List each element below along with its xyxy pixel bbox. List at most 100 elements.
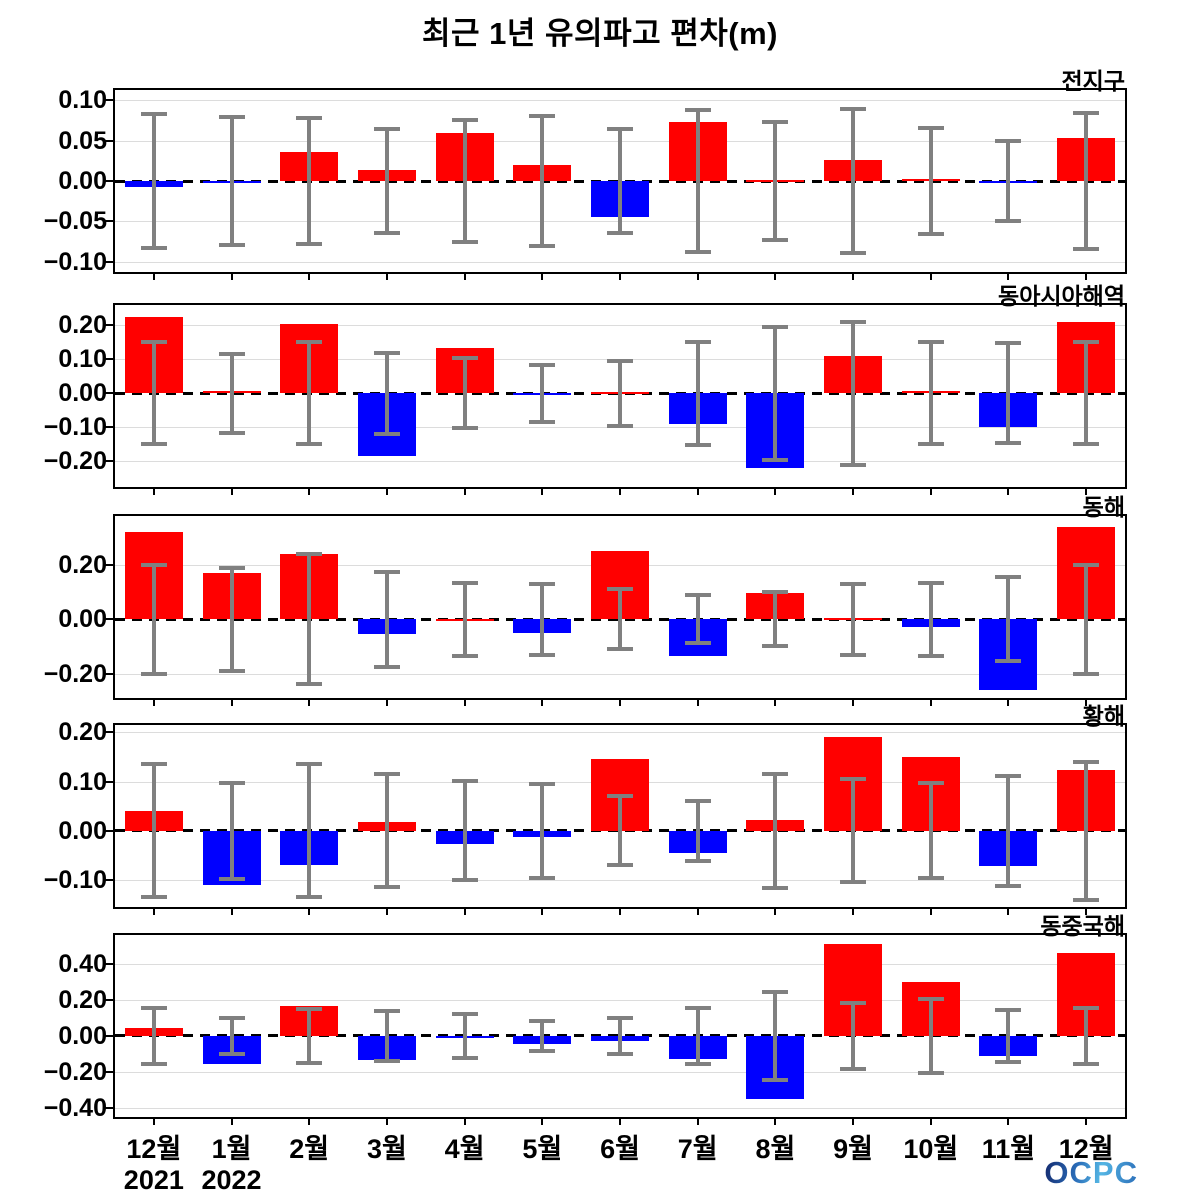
error-bar-cap bbox=[840, 251, 867, 256]
error-bar-cap bbox=[296, 552, 323, 557]
y-tick-label: 0.20 bbox=[58, 985, 107, 1014]
ocpc-logo: OCPC bbox=[1044, 1155, 1138, 1190]
error-bar-cap bbox=[607, 423, 633, 428]
x-tick-label: 9월 bbox=[833, 1134, 873, 1164]
x-tick bbox=[929, 487, 932, 495]
error-bar-cap bbox=[373, 772, 400, 777]
error-bar bbox=[851, 108, 856, 254]
x-tick bbox=[696, 487, 699, 495]
gridline bbox=[115, 461, 1125, 463]
error-bar bbox=[1006, 140, 1011, 222]
error-bar-cap bbox=[296, 442, 323, 447]
year-label: 2021 bbox=[123, 1165, 184, 1195]
error-bar bbox=[151, 342, 156, 445]
error-bar-cap bbox=[607, 359, 633, 364]
error-bar bbox=[462, 119, 467, 243]
x-tick-label: 11월 bbox=[981, 1134, 1036, 1164]
error-bar-cap bbox=[218, 1015, 245, 1020]
error-bar bbox=[307, 764, 312, 898]
error-bar-cap bbox=[218, 780, 245, 785]
y-tick-label: −0.10 bbox=[43, 413, 107, 442]
x-tick bbox=[852, 698, 855, 706]
error-bar-cap bbox=[684, 593, 711, 598]
error-bar bbox=[229, 567, 234, 671]
error-bar-cap bbox=[373, 350, 400, 355]
error-bar-cap bbox=[373, 1008, 400, 1013]
error-bar-cap bbox=[1073, 246, 1100, 251]
gridline bbox=[115, 325, 1125, 327]
x-tick bbox=[1085, 272, 1088, 280]
error-bar-cap bbox=[373, 885, 400, 890]
error-bar-cap bbox=[373, 127, 400, 132]
x-tick bbox=[1085, 698, 1088, 706]
x-tick bbox=[852, 272, 855, 280]
error-bar-cap bbox=[529, 362, 556, 367]
error-bar-cap bbox=[607, 794, 633, 799]
x-tick-label: 6월 bbox=[600, 1134, 640, 1164]
error-bar-cap bbox=[684, 1005, 711, 1010]
error-bar-cap bbox=[373, 569, 400, 574]
error-bar bbox=[384, 774, 389, 888]
x-tick-label: 4월 bbox=[444, 1134, 485, 1164]
x-tick bbox=[1085, 487, 1088, 495]
error-bar-cap bbox=[451, 426, 478, 431]
error-bar bbox=[229, 354, 234, 433]
error-bar bbox=[1084, 113, 1089, 249]
x-tick bbox=[385, 907, 388, 915]
error-bar-cap bbox=[296, 1007, 323, 1012]
error-bar bbox=[618, 129, 622, 233]
error-bar bbox=[229, 782, 234, 879]
error-bar-cap bbox=[529, 420, 556, 425]
x-tick bbox=[541, 1117, 544, 1125]
gridline bbox=[115, 879, 1125, 881]
subplot-panel: 0.10 0.05 0.00 −0.05 −0.10 bbox=[44, 86, 1127, 280]
error-bar-cap bbox=[529, 1048, 556, 1053]
error-bar-cap bbox=[218, 430, 245, 435]
error-bar bbox=[695, 800, 700, 861]
error-bar-cap bbox=[840, 1067, 867, 1072]
x-tick bbox=[696, 698, 699, 706]
error-bar bbox=[928, 127, 933, 235]
y-tick bbox=[105, 962, 113, 965]
error-bar bbox=[618, 1017, 622, 1054]
error-bar-cap bbox=[840, 880, 867, 885]
x-tick bbox=[385, 487, 388, 495]
error-bar-cap bbox=[684, 108, 711, 113]
error-bar bbox=[851, 322, 856, 465]
error-bar-cap bbox=[995, 883, 1022, 888]
y-tick bbox=[105, 672, 113, 675]
error-bar-cap bbox=[529, 581, 556, 586]
error-bar-cap bbox=[373, 1059, 400, 1064]
error-bar-cap bbox=[607, 863, 633, 868]
error-bar bbox=[773, 773, 778, 888]
x-tick-label: 7월 bbox=[677, 1134, 718, 1164]
error-bar-cap bbox=[917, 876, 944, 881]
x-tick bbox=[1007, 698, 1010, 706]
error-bar-cap bbox=[218, 114, 245, 119]
error-bar-cap bbox=[917, 232, 944, 237]
error-bar-cap bbox=[296, 895, 323, 900]
x-tick bbox=[463, 272, 466, 280]
x-tick-label: 12월 bbox=[1058, 1134, 1114, 1164]
error-bar bbox=[540, 1021, 545, 1051]
y-tick bbox=[105, 99, 113, 102]
error-bar-cap bbox=[373, 432, 400, 437]
error-bar-cap bbox=[840, 462, 867, 467]
error-bar bbox=[695, 595, 700, 644]
y-tick-label: 0.10 bbox=[58, 86, 107, 115]
error-bar bbox=[618, 796, 622, 866]
error-bar-cap bbox=[1073, 1005, 1100, 1010]
error-bar-cap bbox=[140, 562, 167, 567]
x-tick bbox=[774, 272, 777, 280]
error-bar-cap bbox=[1073, 442, 1100, 447]
x-tick bbox=[308, 907, 311, 915]
error-bar bbox=[307, 554, 312, 685]
error-bar-cap bbox=[762, 590, 789, 595]
error-bar bbox=[229, 1017, 234, 1054]
x-tick-label: 1월 bbox=[211, 1134, 252, 1164]
y-tick-label: 0.00 bbox=[58, 167, 107, 195]
y-tick-label: 0.20 bbox=[58, 311, 107, 340]
y-tick-label: 0.40 bbox=[58, 949, 107, 978]
gridline bbox=[115, 261, 1125, 263]
error-bar-cap bbox=[296, 241, 323, 246]
